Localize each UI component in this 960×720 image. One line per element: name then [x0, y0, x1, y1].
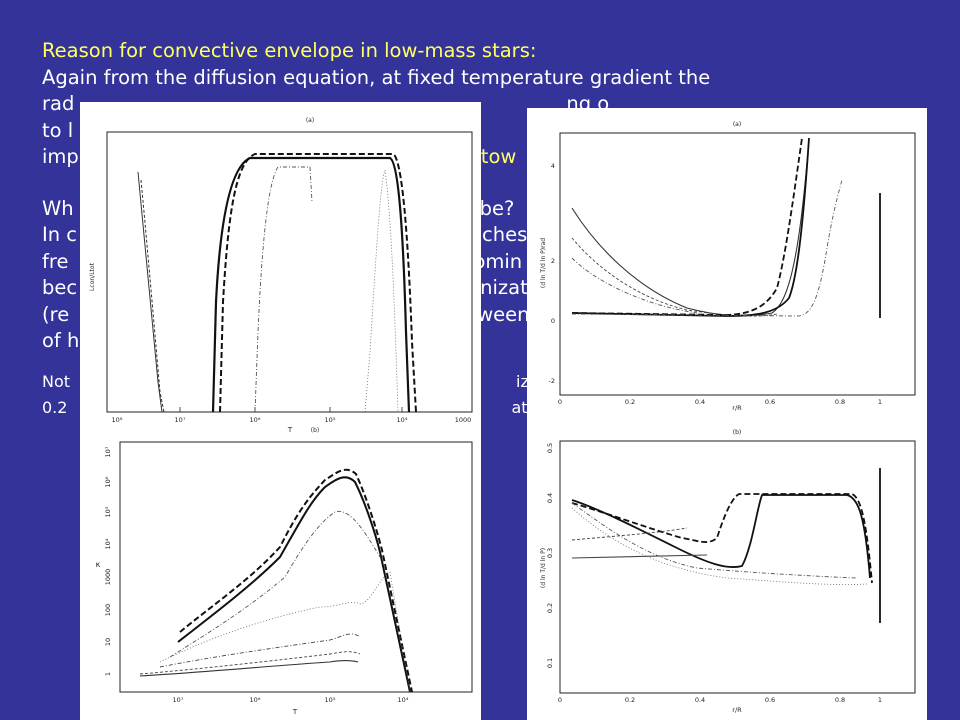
panel-label-rb: (b) — [733, 429, 742, 436]
ytick-b-5: 1000 — [104, 569, 112, 586]
panel-label-b: (b) — [311, 427, 320, 434]
curve-ra-thin-dashed — [571, 237, 778, 317]
figure-left: (a) Lcon/Ltot T 10⁸ 10⁷ 10⁶ 10⁵ 10⁴ 1000… — [80, 102, 481, 720]
curve-rb-thin-dashed — [571, 527, 688, 541]
curve-ra-dashdot — [571, 257, 698, 314]
ytick-rb-3: 0.3 — [546, 548, 554, 558]
text-line-3: to l — [42, 118, 74, 142]
xlabel-a: T — [287, 426, 293, 434]
xtick-a-4: 10⁵ — [325, 416, 336, 424]
axes-frame-a — [106, 131, 473, 413]
slide-text: Reason for convective envelope in low-ma… — [42, 38, 942, 421]
xtick-rb-5: 0.8 — [835, 696, 845, 704]
text-line-5: Wh be? — [42, 196, 515, 220]
xtick-ra-1: 0 — [558, 398, 562, 406]
xtick-a-6: 1000 — [455, 416, 472, 424]
ytick-b-1: 10⁷ — [104, 446, 112, 457]
figure-left-svg: (a) Lcon/Ltot T 10⁸ 10⁷ 10⁶ 10⁵ 10⁴ 1000… — [89, 117, 473, 716]
ytick-b-2: 10⁶ — [104, 476, 112, 487]
slide-heading: Reason for convective envelope in low-ma… — [42, 39, 537, 62]
xtick-b-4: 10⁴ — [398, 696, 409, 704]
curve-a-dashdot — [254, 166, 313, 413]
curve-rb-bold-dashed — [571, 493, 873, 584]
text-line-9: (re ween — [42, 302, 530, 326]
ytick-ra-2: 2 — [551, 257, 555, 265]
ylabel-rb: (d ln T/d ln P) — [540, 548, 547, 588]
text-line-7: fre omin — [42, 249, 523, 273]
ytick-ra-4: -2 — [549, 377, 555, 385]
ytick-rb-4: 0.2 — [546, 603, 554, 613]
ytick-b-4: 10⁴ — [104, 538, 112, 549]
xtick-a-1: 10⁸ — [112, 416, 123, 424]
curve-a-bold-solid — [211, 156, 411, 413]
curve-rb-dashdot — [571, 502, 858, 579]
ylabel-b: κ — [96, 560, 101, 569]
curve-b-bold-dashed — [179, 468, 413, 693]
curve-b-dotted — [159, 571, 411, 693]
xtick-rb-3: 0.4 — [695, 696, 705, 704]
curve-b-dashdot-upper — [169, 510, 381, 658]
curve-ra-dashdot-outer — [571, 179, 843, 317]
ytick-b-3: 10⁵ — [104, 506, 112, 517]
xtick-rb-6: 1 — [878, 696, 882, 704]
curve-a-dotted — [364, 168, 399, 413]
curve-rb-thin-solid — [571, 554, 708, 559]
ytick-b-7: 10 — [104, 638, 112, 646]
ytick-rb-2: 0.4 — [546, 493, 554, 503]
curve-a-dashed-left — [140, 179, 165, 413]
ytick-b-6: 100 — [104, 604, 112, 616]
xlabel-ra: r/R — [732, 404, 742, 412]
text-line-8: bec nizat — [42, 276, 528, 299]
text-line-4: imp tow — [42, 145, 517, 168]
curve-ra-bold-dashed — [571, 137, 803, 316]
xtick-ra-4: 0.6 — [765, 398, 775, 406]
text-line-10: of h — [42, 329, 80, 352]
xtick-ra-2: 0.2 — [625, 398, 635, 406]
xtick-ra-5: 0.8 — [835, 398, 845, 406]
curve-ra-bold-solid — [571, 137, 810, 317]
xtick-a-2: 10⁷ — [175, 416, 186, 424]
curve-b-bold-solid — [177, 476, 411, 693]
ytick-rb-5: 0.1 — [546, 658, 554, 668]
xtick-a-3: 10⁶ — [250, 416, 261, 424]
curve-b-dashed-lower — [139, 651, 361, 675]
xlabel-b: T — [292, 708, 298, 716]
curve-rb-dotted — [571, 507, 868, 585]
panel-label-ra: (a) — [733, 121, 741, 128]
curve-rb-bold-solid — [571, 494, 871, 579]
xtick-ra-6: 1 — [878, 398, 882, 406]
xtick-b-3: 10⁵ — [325, 696, 336, 704]
panel-label-a: (a) — [306, 117, 314, 124]
xtick-rb-1: 0 — [558, 696, 562, 704]
ytick-rb-1: 0.5 — [546, 443, 554, 453]
axes-frame-b — [119, 441, 473, 693]
ytick-ra-3: 0 — [551, 317, 555, 325]
xtick-b-2: 10⁶ — [250, 696, 261, 704]
xtick-a-5: 10⁴ — [397, 416, 408, 424]
ylabel-ra: (d ln T/d ln P)rad — [540, 238, 547, 288]
curve-b-dashdot-lower — [159, 633, 361, 668]
text-line-6: In c ches — [42, 223, 528, 246]
axes-frame-ra — [559, 132, 916, 396]
xtick-b-1: 10⁷ — [173, 696, 184, 704]
curve-a-bold-dashed — [219, 153, 417, 413]
xtick-rb-4: 0.6 — [765, 696, 775, 704]
ytick-b-8: 1 — [104, 672, 112, 676]
xtick-rb-2: 0.2 — [625, 696, 635, 704]
curve-b-thin-solid — [139, 659, 359, 677]
curve-ra-thin-solid — [571, 137, 810, 317]
figure-right: (a) (d ln T/d ln P)rad r/R 0 0.2 0.4 0.6… — [527, 108, 927, 720]
curve-a-thin-left — [137, 171, 163, 413]
axes-frame-rb — [559, 440, 916, 694]
ytick-ra-1: 4 — [551, 162, 555, 170]
figure-right-svg: (a) (d ln T/d ln P)rad r/R 0 0.2 0.4 0.6… — [540, 121, 916, 714]
xlabel-rb: r/R — [732, 706, 742, 714]
text-line-1: Again from the diffusion equation, at fi… — [42, 65, 711, 89]
xtick-ra-3: 0.4 — [695, 398, 705, 406]
ylabel-a: Lcon/Ltot — [89, 262, 96, 291]
